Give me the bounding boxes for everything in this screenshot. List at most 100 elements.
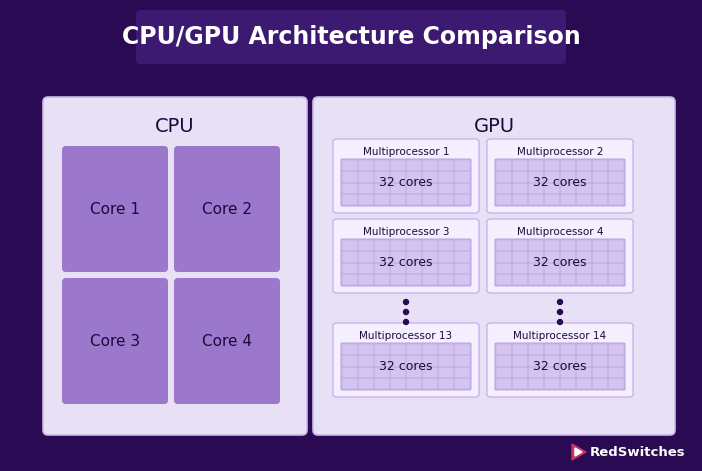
Bar [342, 160, 358, 171]
Bar [608, 182, 624, 194]
FancyBboxPatch shape [487, 139, 633, 213]
Bar [528, 366, 544, 378]
Bar [560, 355, 576, 366]
Bar [560, 344, 576, 355]
Circle shape [404, 319, 409, 325]
FancyBboxPatch shape [62, 146, 168, 272]
Bar [342, 262, 358, 274]
Bar [358, 355, 374, 366]
Bar [592, 274, 608, 285]
Bar [592, 355, 608, 366]
Bar [576, 251, 592, 262]
Bar [592, 344, 608, 355]
Bar [576, 194, 592, 205]
Bar [342, 182, 358, 194]
Bar [422, 262, 438, 274]
Bar [390, 378, 406, 389]
Bar [528, 240, 544, 251]
Bar [544, 262, 560, 274]
Text: 32 cores: 32 cores [534, 256, 587, 269]
FancyBboxPatch shape [43, 97, 307, 435]
Bar [608, 171, 624, 182]
Bar [374, 262, 390, 274]
Bar [608, 251, 624, 262]
Bar [406, 378, 422, 389]
Bar [592, 366, 608, 378]
Bar [438, 344, 454, 355]
Bar [608, 160, 624, 171]
Bar [390, 182, 406, 194]
Bar [342, 240, 358, 251]
Text: 32 cores: 32 cores [534, 176, 587, 189]
Bar [342, 274, 358, 285]
Bar [358, 171, 374, 182]
Bar [454, 251, 470, 262]
Bar [608, 344, 624, 355]
Bar [342, 194, 358, 205]
Bar [422, 251, 438, 262]
Bar [406, 274, 422, 285]
Bar [512, 366, 528, 378]
Bar [422, 182, 438, 194]
Text: RedSwitches: RedSwitches [590, 446, 686, 458]
Bar [496, 344, 512, 355]
Bar [342, 344, 358, 355]
Bar [422, 160, 438, 171]
Bar [544, 240, 560, 251]
Text: Multiprocessor 2: Multiprocessor 2 [517, 147, 603, 157]
Bar [544, 160, 560, 171]
Bar [454, 355, 470, 366]
Bar [342, 171, 358, 182]
Text: 32 cores: 32 cores [379, 360, 432, 373]
Bar [512, 344, 528, 355]
Bar [528, 344, 544, 355]
Polygon shape [575, 448, 582, 456]
Bar [454, 378, 470, 389]
Bar [512, 274, 528, 285]
Bar [374, 274, 390, 285]
Bar [390, 274, 406, 285]
Bar [390, 171, 406, 182]
Text: 32 cores: 32 cores [534, 360, 587, 373]
Bar [358, 251, 374, 262]
Bar [560, 274, 576, 285]
Bar [592, 182, 608, 194]
Bar [454, 262, 470, 274]
Bar [374, 251, 390, 262]
Bar [342, 251, 358, 262]
Text: Multiprocessor 13: Multiprocessor 13 [359, 331, 453, 341]
Bar [592, 262, 608, 274]
Bar [576, 160, 592, 171]
Bar [544, 251, 560, 262]
Bar [374, 160, 390, 171]
Text: GPU: GPU [473, 116, 515, 136]
Bar [438, 160, 454, 171]
Bar [496, 262, 512, 274]
Bar [544, 344, 560, 355]
Bar [576, 344, 592, 355]
Bar [528, 171, 544, 182]
Bar [438, 182, 454, 194]
Text: Core 4: Core 4 [202, 333, 252, 349]
Bar [390, 366, 406, 378]
Bar [374, 194, 390, 205]
Bar [528, 262, 544, 274]
Bar [454, 160, 470, 171]
Bar [374, 378, 390, 389]
Bar [390, 194, 406, 205]
Bar [544, 366, 560, 378]
Bar [528, 194, 544, 205]
FancyBboxPatch shape [341, 343, 471, 390]
Bar [390, 160, 406, 171]
Bar [406, 182, 422, 194]
Bar [576, 182, 592, 194]
Bar [438, 240, 454, 251]
Bar [438, 194, 454, 205]
Circle shape [404, 300, 409, 304]
Bar [496, 182, 512, 194]
Bar [512, 251, 528, 262]
Bar [422, 240, 438, 251]
Bar [576, 378, 592, 389]
Bar [438, 355, 454, 366]
Bar [576, 240, 592, 251]
